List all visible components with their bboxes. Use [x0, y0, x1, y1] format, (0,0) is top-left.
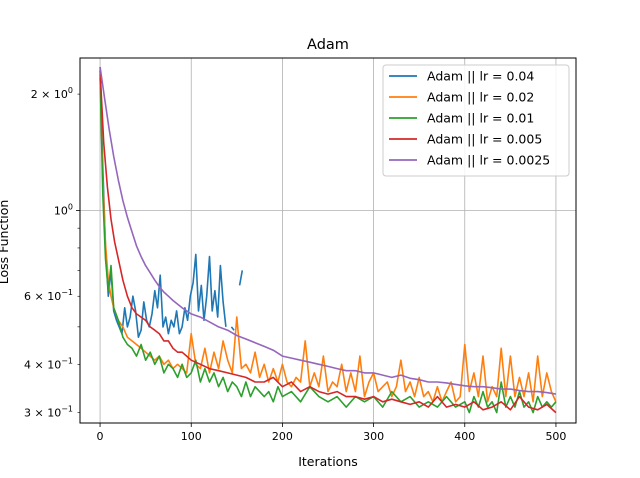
y-tick-label: 6 × 10−1 [24, 288, 73, 303]
y-tick-label: 3 × 10−1 [24, 405, 73, 420]
x-tick-label: 300 [363, 430, 384, 443]
legend: Adam || lr = 0.04 Adam || lr = 0.02 Adam |… [382, 64, 570, 177]
legend-label: Adam || lr = 0.0025 [427, 153, 550, 168]
series-lines [99, 66, 557, 414]
legend-label: Adam || lr = 0.01 [427, 111, 534, 126]
legend-label: Adam || lr = 0.04 [427, 69, 534, 84]
series-line-5 [99, 66, 557, 395]
y-tick-label: 2 × 100 [31, 86, 73, 101]
y-axis-label: Loss Function [0, 200, 11, 285]
legend-label: Adam || lr = 0.005 [427, 132, 542, 147]
legend-box [382, 64, 570, 177]
axis-ticks: 0 100 200 300 400 500 100 3 × 10−1 4 × 10−1 6 × 1… [24, 86, 566, 443]
series-line-2 [99, 78, 557, 403]
series-line-4 [99, 70, 557, 414]
series-line-1 [99, 66, 244, 338]
x-tick-label: 400 [454, 430, 475, 443]
plot-frame [79, 57, 577, 424]
x-tick-label: 0 [97, 430, 104, 443]
y-tick-label: 100 [54, 202, 73, 217]
y-tick-label: 4 × 10−1 [24, 356, 73, 371]
legend-label: Adam || lr = 0.02 [427, 90, 534, 105]
x-axis-label: Iterations [298, 454, 358, 469]
x-tick-label: 100 [181, 430, 202, 443]
x-tick-label: 500 [545, 430, 566, 443]
x-tick-label: 200 [272, 430, 293, 443]
chart-title: Adam [307, 37, 349, 53]
